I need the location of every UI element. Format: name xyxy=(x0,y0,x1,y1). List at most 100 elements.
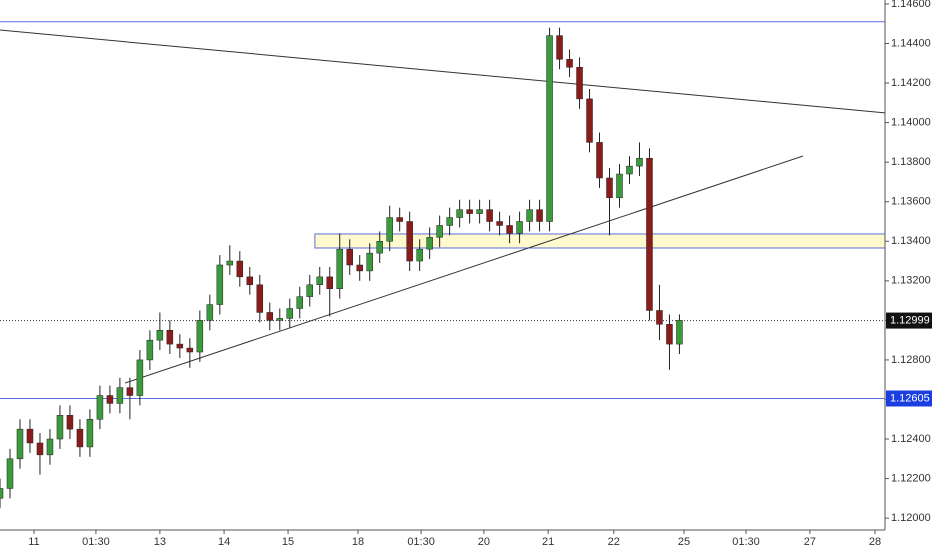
x-tick-label: 28 xyxy=(869,536,881,548)
candle-body xyxy=(186,347,194,353)
candle-body xyxy=(626,165,633,175)
candle-body xyxy=(246,276,254,286)
candle-body xyxy=(76,428,84,448)
y-tick-label: 1.14600 xyxy=(891,0,931,10)
candle-body xyxy=(336,248,343,289)
x-tick-label: 14 xyxy=(218,536,230,548)
candle-body xyxy=(226,260,234,266)
candle-body xyxy=(276,318,284,321)
trendline xyxy=(0,29,886,114)
candle-body xyxy=(46,438,54,456)
candle-body xyxy=(106,395,114,404)
candle-body xyxy=(6,458,14,489)
y-tick-label: 1.14400 xyxy=(891,37,931,49)
candle-body xyxy=(346,248,353,266)
candle-body xyxy=(366,252,373,272)
candle-body xyxy=(536,209,543,222)
candle-body xyxy=(476,209,483,214)
x-tick-label: 18 xyxy=(352,536,364,548)
candle-body xyxy=(506,225,513,234)
candle-body xyxy=(426,237,433,250)
candle-body xyxy=(206,304,214,321)
candle-body xyxy=(286,308,294,319)
candle-body xyxy=(616,173,623,199)
candle-body xyxy=(356,264,363,272)
x-tick-label: 25 xyxy=(678,536,690,548)
y-tick-label: 1.13600 xyxy=(891,196,931,208)
candle-body xyxy=(436,225,443,238)
candle-body xyxy=(596,142,603,179)
candle-body xyxy=(86,419,94,448)
candle-body xyxy=(326,276,333,289)
price-badge xyxy=(886,390,932,407)
candle-body xyxy=(136,359,144,396)
candle-body xyxy=(586,98,593,143)
candle-body xyxy=(166,330,174,345)
price-badge-label: 1.12605 xyxy=(890,392,930,404)
candle-body xyxy=(296,296,304,309)
y-tick-label: 1.14200 xyxy=(891,77,931,89)
candle-body xyxy=(456,209,463,218)
candle-body xyxy=(26,428,34,444)
price-badge xyxy=(886,312,932,329)
candle-body xyxy=(196,320,204,353)
candle-body xyxy=(256,284,264,313)
candle-body xyxy=(176,343,184,349)
candle-body xyxy=(666,324,673,345)
candle-body xyxy=(36,442,44,456)
candle-body xyxy=(516,221,523,234)
candle-body xyxy=(316,276,323,286)
candle-body xyxy=(146,339,154,361)
candle-body xyxy=(606,177,613,199)
x-tick-label: 15 xyxy=(282,536,294,548)
candle-body xyxy=(486,209,493,222)
y-tick-label: 1.12400 xyxy=(891,433,931,445)
candle-body xyxy=(496,221,503,226)
y-tick-label: 1.13200 xyxy=(891,275,931,287)
x-tick-label: 01:30 xyxy=(407,536,435,548)
candle-body xyxy=(306,284,313,297)
candle-body xyxy=(526,209,533,222)
candle-body xyxy=(236,260,244,278)
candle-body xyxy=(566,59,573,68)
candle-body xyxy=(416,248,423,262)
candle-body xyxy=(546,35,553,222)
candle-body xyxy=(676,320,683,345)
trendline xyxy=(124,155,804,384)
candle-body xyxy=(216,264,224,305)
y-tick-label: 1.14000 xyxy=(891,117,931,129)
candle-body xyxy=(556,35,563,60)
candle-body xyxy=(376,241,383,254)
x-tick-label: 22 xyxy=(608,536,620,548)
candle-body xyxy=(96,395,104,420)
x-tick-label: 27 xyxy=(804,536,816,548)
candle-body xyxy=(646,157,653,311)
y-tick-label: 1.13800 xyxy=(891,156,931,168)
y-tick-label: 1.12000 xyxy=(891,512,931,524)
candle-body xyxy=(636,157,643,167)
y-tick-label: 1.12800 xyxy=(891,354,931,366)
x-tick-label: 01:30 xyxy=(732,536,760,548)
support-zone xyxy=(314,233,886,249)
candle-body xyxy=(156,330,164,341)
x-tick-label: 21 xyxy=(542,536,554,548)
y-tick-label: 1.13400 xyxy=(891,235,931,247)
candle-body xyxy=(0,488,4,499)
candle-body xyxy=(16,428,24,460)
x-tick-label: 20 xyxy=(478,536,490,548)
candle-body xyxy=(386,217,393,242)
x-tick-label: 13 xyxy=(154,536,166,548)
candle-body xyxy=(576,66,583,100)
candle-body xyxy=(466,209,473,214)
x-tick-label: 01:30 xyxy=(82,536,110,548)
x-tick-label: 11 xyxy=(28,536,39,548)
candle-body xyxy=(446,217,453,226)
candle-body xyxy=(66,415,74,430)
candle-body xyxy=(656,310,663,325)
candle-body xyxy=(56,415,64,440)
candle-body xyxy=(116,387,124,404)
candle-body xyxy=(396,217,403,222)
price-badge-label: 1.12999 xyxy=(890,314,930,326)
